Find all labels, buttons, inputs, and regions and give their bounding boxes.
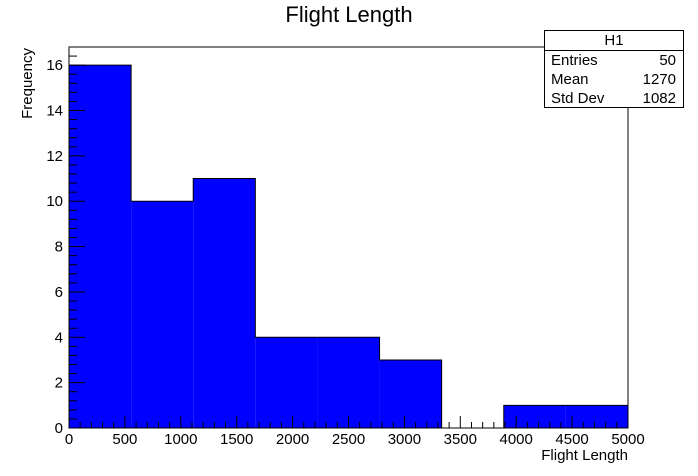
x-tick-label: 0 xyxy=(65,431,73,448)
y-axis-label: Frequency xyxy=(19,48,36,119)
y-tick-label: 4 xyxy=(55,329,63,346)
stats-value: 1270 xyxy=(642,71,676,88)
x-tick-label: 2000 xyxy=(276,431,309,448)
histogram-bar xyxy=(131,201,194,428)
histogram-bar xyxy=(565,405,628,428)
stats-row-mean: Mean 1270 xyxy=(545,70,683,89)
stats-title: H1 xyxy=(545,31,683,51)
x-tick-label: 3000 xyxy=(388,431,421,448)
stats-value: 1082 xyxy=(642,90,676,107)
histogram-bar xyxy=(503,405,566,428)
x-tick-label: 500 xyxy=(112,431,137,448)
x-tick-label: 4000 xyxy=(500,431,533,448)
bars-group xyxy=(68,64,629,429)
x-tick-label: 2500 xyxy=(332,431,365,448)
stats-label: Mean xyxy=(551,71,589,88)
x-tick-label: 3500 xyxy=(444,431,477,448)
stats-row-stddev: Std Dev 1082 xyxy=(545,89,683,108)
stats-value: 50 xyxy=(659,52,676,69)
y-tick-label: 8 xyxy=(55,239,63,256)
histogram-outline xyxy=(68,64,629,429)
x-axis-label: Flight Length xyxy=(541,447,628,464)
x-tick-label: 1000 xyxy=(164,431,197,448)
stats-label: Std Dev xyxy=(551,90,605,107)
y-tick-label: 14 xyxy=(46,103,63,120)
stats-box: H1 Entries 50 Mean 1270 Std Dev 1082 xyxy=(544,30,684,108)
y-tick-label: 2 xyxy=(55,375,63,392)
x-tick-label: 4500 xyxy=(555,431,588,448)
stats-label: Entries xyxy=(551,52,598,69)
histogram-bar xyxy=(379,359,442,428)
y-tick-label: 6 xyxy=(55,284,63,301)
histogram-bar xyxy=(255,337,318,428)
y-tick-label: 10 xyxy=(46,193,63,210)
y-tick-label: 12 xyxy=(46,148,63,165)
stats-row-entries: Entries 50 xyxy=(545,51,683,70)
y-tick-label: 16 xyxy=(46,57,63,74)
x-tick-label: 5000 xyxy=(611,431,644,448)
y-tick-label: 0 xyxy=(55,420,63,437)
chart-title: Flight Length xyxy=(285,2,412,27)
histogram-bar xyxy=(193,178,256,428)
axes-group: 0 500 1000 1500 2000 2500 3000 3500 4000 4500 5000… xyxy=(46,46,645,448)
histogram-bar xyxy=(317,337,380,428)
x-tick-label: 1500 xyxy=(220,431,253,448)
